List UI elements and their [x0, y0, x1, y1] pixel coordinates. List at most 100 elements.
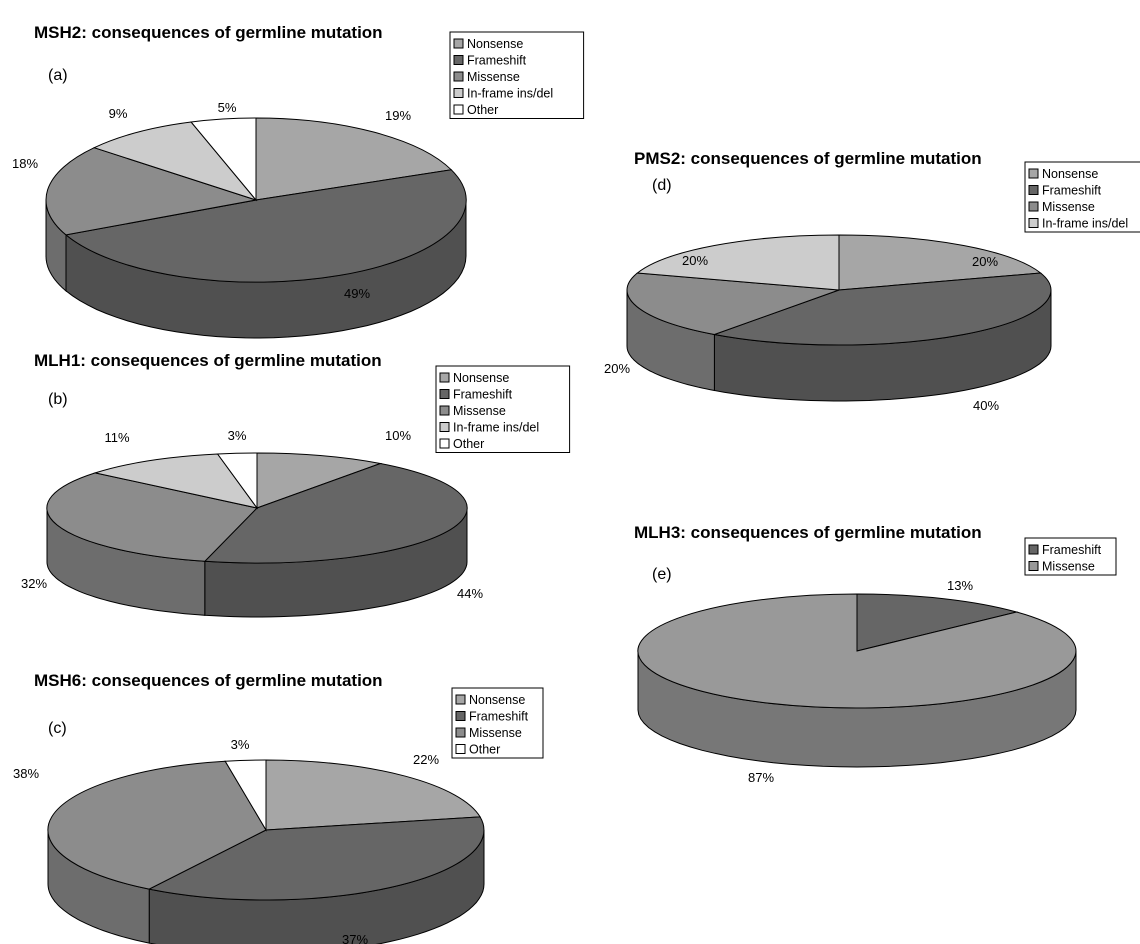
- pms2-slice-nonsense: [838, 234, 1042, 291]
- msh2-value-label-other: 5%: [218, 100, 237, 115]
- msh2-legend-swatch-nonsense: [453, 38, 464, 49]
- mlh1-legend-label-missense: Missense: [453, 404, 506, 418]
- msh2-legend-label-nonsense: Nonsense: [467, 37, 523, 51]
- msh6-slice-frameshift: [147, 816, 485, 901]
- mlh3-chart: MLH3: consequences of germline mutation (…: [634, 523, 1117, 785]
- pms2-value-label-missense: 20%: [604, 361, 630, 376]
- mlh3-legend-label-frameshift: Frameshift: [1042, 543, 1102, 557]
- mlh1-legend-frame: [435, 365, 571, 453]
- mlh1-legend: Nonsense Frameshift Missense In-frame ins/d…: [435, 365, 571, 453]
- mlh1-slice-in-frame-ins-del: [93, 453, 259, 509]
- msh6-slice-nonsense: [265, 759, 481, 831]
- mlh1-value-label-missense: 32%: [21, 576, 47, 591]
- mlh1-legend-label-other: Other: [453, 437, 484, 451]
- msh6-value-label-missense: 38%: [13, 766, 39, 781]
- mlh1-slice-nonsense: [256, 452, 383, 509]
- msh2-legend-swatch-other: [453, 104, 464, 115]
- msh2-legend-label-frameshift: Frameshift: [467, 54, 527, 68]
- msh6-legend-swatch-frameshift: [455, 711, 466, 721]
- msh2-legend-swatch-frameshift: [453, 55, 464, 65]
- pms2-value-label-in-frame-ins-del: 20%: [682, 253, 708, 268]
- pms2-legend-label-in-frame-ins-del: In-frame ins/del: [1042, 217, 1128, 231]
- msh6-value-label-frameshift: 37%: [342, 932, 368, 944]
- mlh3-slice-frameshift: [856, 593, 1019, 652]
- msh6-legend-label-other: Other: [469, 743, 500, 757]
- msh6-legend-label-frameshift: Frameshift: [469, 710, 529, 724]
- pms2-legend-label-missense: Missense: [1042, 200, 1095, 214]
- mlh3-value-label-missense: 87%: [748, 770, 774, 785]
- mlh3-title: MLH3: consequences of germline mutation: [634, 523, 982, 542]
- mlh3-value-label-frameshift: 13%: [947, 578, 973, 593]
- msh2-value-label-nonsense: 19%: [385, 108, 411, 123]
- msh2-value-label-in-frame-ins-del: 9%: [109, 106, 128, 121]
- msh2-slice-missense: [45, 147, 257, 236]
- msh2-legend-frame: [449, 31, 585, 119]
- msh6-panel-label: (c): [48, 720, 67, 737]
- mlh1-value-label-nonsense: 10%: [385, 428, 411, 443]
- msh2-legend-label-other: Other: [467, 103, 498, 117]
- msh2-slice-other: [190, 117, 257, 202]
- mlh1-legend-swatch-other: [439, 438, 450, 449]
- mlh1-title: MLH1: consequences of germline mutation: [34, 351, 382, 370]
- pms2-slice-frameshift: [712, 272, 1052, 346]
- msh6-slice-other: [224, 759, 267, 832]
- msh2-legend-swatch-missense: [453, 71, 464, 82]
- mlh3-legend-swatch-missense: [1028, 561, 1039, 571]
- mlh1-legend-swatch-missense: [439, 405, 450, 416]
- mlh3-slice-missense: [637, 593, 1077, 709]
- msh2-chart: MSH2: consequences of germline mutation (…: [12, 23, 585, 339]
- msh6-value-label-other: 3%: [231, 737, 250, 752]
- msh2-legend-label-missense: Missense: [467, 70, 520, 84]
- mlh1-slice-missense: [46, 472, 258, 562]
- msh2-slice-frameshift: [64, 169, 467, 283]
- mlh3-legend-swatch-frameshift: [1028, 544, 1039, 555]
- pms2-panel-label: (d): [652, 177, 672, 194]
- msh6-legend-swatch-missense: [455, 727, 466, 738]
- msh6-legend: Nonsense Frameshift Missense Other: [451, 687, 544, 759]
- pms2-slice-in-frame-ins-del: [636, 234, 840, 291]
- msh2-slice-in-frame-ins-del: [92, 121, 258, 202]
- pms2-value-label-frameshift: 40%: [973, 398, 999, 413]
- msh6-slice-missense: [47, 760, 267, 890]
- pms2-value-label-nonsense: 20%: [972, 254, 998, 269]
- pms2-legend: Nonsense Frameshift Missense In-frame ins/d…: [1024, 161, 1140, 233]
- pms2-legend-swatch-nonsense: [1028, 168, 1039, 179]
- mlh1-value-label-in-frame-ins-del: 11%: [104, 430, 129, 445]
- msh2-value-label-missense: 18%: [12, 156, 38, 171]
- mlh1-legend-label-frameshift: Frameshift: [453, 388, 513, 402]
- msh2-value-label-frameshift: 49%: [344, 286, 370, 301]
- pms2-legend-frame: [1024, 161, 1140, 233]
- msh2-legend-swatch-in-frame-ins-del: [453, 88, 464, 98]
- msh2-legend: Nonsense Frameshift Missense In-frame ins/d…: [449, 31, 585, 119]
- msh2-panel-label: (a): [48, 67, 68, 84]
- mlh1-value-label-frameshift: 44%: [457, 586, 483, 601]
- pms2-legend-swatch-missense: [1028, 201, 1039, 212]
- msh6-title: MSH6: consequences of germline mutation: [34, 671, 383, 690]
- mlh1-slice-other: [216, 452, 258, 510]
- msh6-legend-swatch-other: [455, 744, 466, 754]
- mlh1-legend-swatch-in-frame-ins-del: [439, 422, 450, 432]
- mlh1-panel-label: (b): [48, 391, 68, 408]
- pms2-legend-swatch-in-frame-ins-del: [1028, 218, 1039, 228]
- msh6-value-label-nonsense: 22%: [413, 752, 439, 767]
- pms2-title: PMS2: consequences of germline mutation: [634, 149, 982, 168]
- pms2-legend-label-nonsense: Nonsense: [1042, 167, 1098, 181]
- msh6-chart: MSH6: consequences of germline mutation (…: [13, 671, 544, 944]
- mlh1-legend-swatch-frameshift: [439, 389, 450, 399]
- mlh1-legend-label-nonsense: Nonsense: [453, 371, 509, 385]
- pms2-chart: PMS2: consequences of germline mutation (…: [604, 149, 1140, 413]
- pms2-legend-label-frameshift: Frameshift: [1042, 184, 1102, 198]
- msh6-legend-label-nonsense: Nonsense: [469, 693, 525, 707]
- mlh1-legend-label-in-frame-ins-del: In-frame ins/del: [453, 421, 539, 435]
- mlh3-legend-label-missense: Missense: [1042, 560, 1095, 574]
- mlh1-value-label-other: 3%: [228, 428, 247, 443]
- mlh1-chart: MLH1: consequences of germline mutation (…: [21, 351, 571, 618]
- mlh3-legend: Frameshift Missense: [1024, 537, 1117, 576]
- msh2-legend-label-in-frame-ins-del: In-frame ins/del: [467, 87, 553, 101]
- mlh3-panel-label: (e): [652, 566, 672, 583]
- mlh1-slice-frameshift: [203, 462, 468, 564]
- msh2-title: MSH2: consequences of germline mutation: [34, 23, 383, 42]
- msh2-slice-nonsense: [255, 117, 453, 201]
- msh6-legend-frame: [451, 687, 544, 759]
